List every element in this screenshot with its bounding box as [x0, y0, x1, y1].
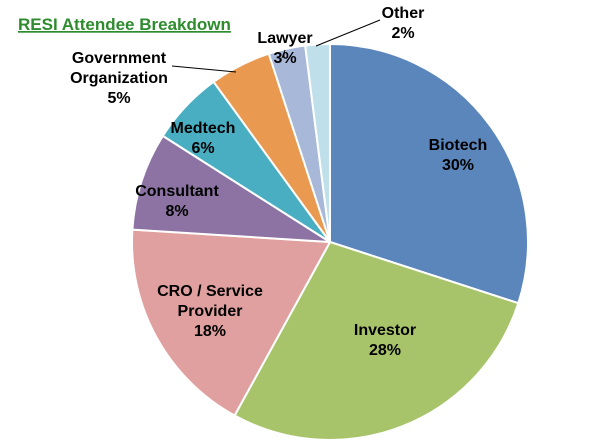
pie-slice-cro-service-provider: [131, 228, 332, 417]
pie-slice-biotech: [329, 42, 529, 305]
slice-label-biotech: Biotech 30%: [429, 137, 488, 174]
slice-label-government-organization: Government Organization 5%: [70, 50, 168, 107]
slice-category: CRO / Service: [157, 283, 263, 300]
slice-category: Medtech: [171, 120, 236, 137]
slice-percent: 28%: [369, 342, 401, 359]
slice-category: Consultant: [135, 183, 219, 200]
slice-category: Government: [72, 50, 167, 67]
leader-line: [171, 65, 237, 73]
slice-label-lawyer: Lawyer 3%: [257, 30, 312, 67]
leader-line: [281, 49, 286, 59]
slice-percent: 6%: [191, 140, 214, 157]
slice-percent: 18%: [194, 323, 226, 340]
slice-category: Provider: [178, 303, 243, 320]
slice-label-other: Other 2%: [382, 5, 425, 42]
slice-percent: 8%: [165, 203, 188, 220]
slice-category: Biotech: [429, 137, 488, 154]
pie-slice-consultant: [131, 134, 331, 243]
slice-category: Lawyer: [257, 30, 312, 47]
slice-category: Investor: [354, 322, 416, 339]
slice-labels: Biotech 30% Investor 28% CRO / Service Provid…: [70, 5, 487, 359]
slice-category: Organization: [70, 70, 168, 87]
pie-slice-investor: [233, 240, 520, 441]
chart-title: RESI Attendee Breakdown: [18, 15, 231, 34]
slice-percent: 30%: [442, 157, 474, 174]
slice-label-investor: Investor 28%: [354, 322, 416, 359]
slice-percent: 5%: [107, 90, 130, 107]
pie-slice-other: [304, 42, 331, 243]
slice-label-consultant: Consultant 8%: [135, 183, 219, 220]
slice-category: Other: [382, 5, 425, 22]
slice-label-medtech: Medtech 6%: [171, 120, 236, 157]
slice-label-cro-service-provider: CRO / Service Provider 18%: [157, 283, 263, 340]
leader-lines: [171, 19, 381, 73]
slice-percent: 3%: [273, 50, 296, 67]
pie-slices: [131, 42, 529, 441]
leader-line: [315, 19, 381, 47]
slice-percent: 2%: [391, 25, 414, 42]
